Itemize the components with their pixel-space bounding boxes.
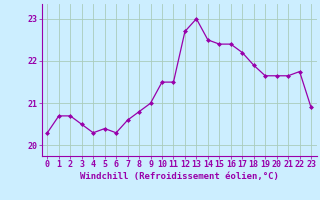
X-axis label: Windchill (Refroidissement éolien,°C): Windchill (Refroidissement éolien,°C) — [80, 172, 279, 181]
